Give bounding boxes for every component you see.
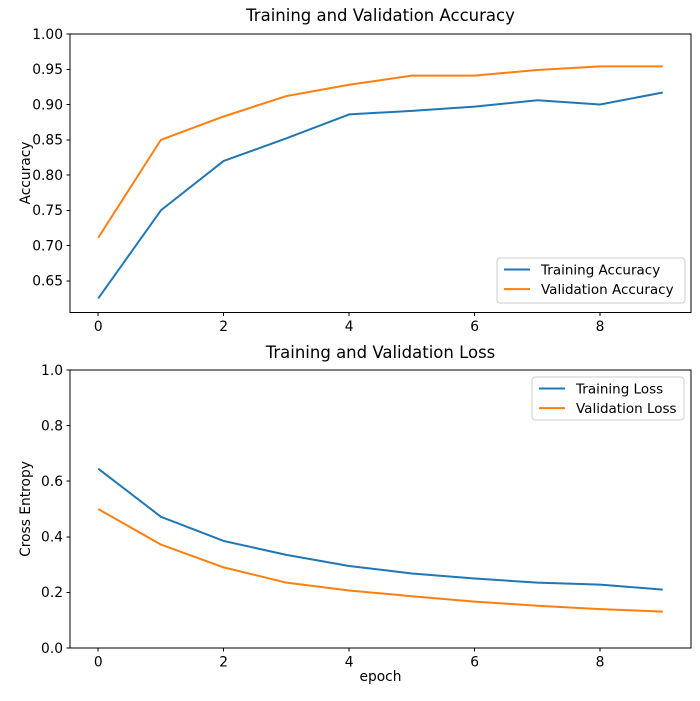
x-tick-label: 2 <box>219 319 228 335</box>
y-tick-label: 0.80 <box>32 168 63 184</box>
accuracy-y-axis-label: Accuracy <box>18 141 35 205</box>
y-tick-label: 1.00 <box>32 27 63 43</box>
y-tick-label: 0.6 <box>41 474 63 490</box>
series-line-validation-accuracy <box>97 65 663 239</box>
y-tick-label: 1.0 <box>41 363 63 379</box>
legend: Training Loss Validation Loss <box>531 376 685 421</box>
y-tick-label: 0.2 <box>41 585 63 601</box>
legend-box <box>531 376 685 421</box>
y-tick-label: 0.8 <box>41 418 63 434</box>
legend-label: Training Loss <box>575 381 663 397</box>
legend-label: Validation Loss <box>576 401 677 417</box>
x-tick-label: 4 <box>345 655 354 671</box>
y-tick-label: 0.4 <box>41 530 63 546</box>
x-tick-label: 0 <box>94 319 103 335</box>
loss-y-axis-label: Cross Entropy <box>18 461 35 557</box>
plot-area <box>69 33 692 313</box>
x-tick-label: 8 <box>596 655 605 671</box>
x-tick-label: 6 <box>470 319 479 335</box>
loss-chart-title: Training and Validation Loss <box>265 343 496 362</box>
epoch-x-axis-label: epoch <box>359 669 402 685</box>
chart-1: 0 2 4 6 8 0.0 0.2 0.4 0.6 0.8 1.0 Training Loss Vali… <box>41 363 692 671</box>
accuracy-chart-title: Training and Validation Accuracy <box>246 6 515 25</box>
chart-0: 0 2 4 6 8 0.65 0.70 0.75 0.80 0.85 0.90 0.95 1.00 Tra… <box>32 27 692 335</box>
x-tick-label: 0 <box>94 655 103 671</box>
y-tick-label: 0.90 <box>32 97 63 113</box>
legend-box <box>496 257 686 304</box>
plot-area <box>69 369 692 649</box>
y-tick-label: 0.95 <box>32 62 63 78</box>
legend-label: Validation Accuracy <box>541 282 674 298</box>
y-tick-label: 0.75 <box>32 203 63 219</box>
y-tick-label: 0.65 <box>32 274 63 290</box>
y-tick-label: 0.70 <box>32 238 63 254</box>
x-tick-label: 8 <box>596 319 605 335</box>
x-tick-label: 6 <box>470 655 479 671</box>
series-line-training-accuracy <box>97 91 663 299</box>
series-line-training-loss <box>97 467 663 591</box>
legend: Training Accuracy Validation Accuracy <box>496 257 686 304</box>
x-tick-label: 2 <box>219 655 228 671</box>
legend-label: Training Accuracy <box>540 262 660 278</box>
y-tick-label: 0.85 <box>32 133 63 149</box>
y-tick-label: 0.0 <box>41 641 63 657</box>
x-tick-label: 4 <box>345 319 354 335</box>
series-line-validation-loss <box>97 508 663 613</box>
